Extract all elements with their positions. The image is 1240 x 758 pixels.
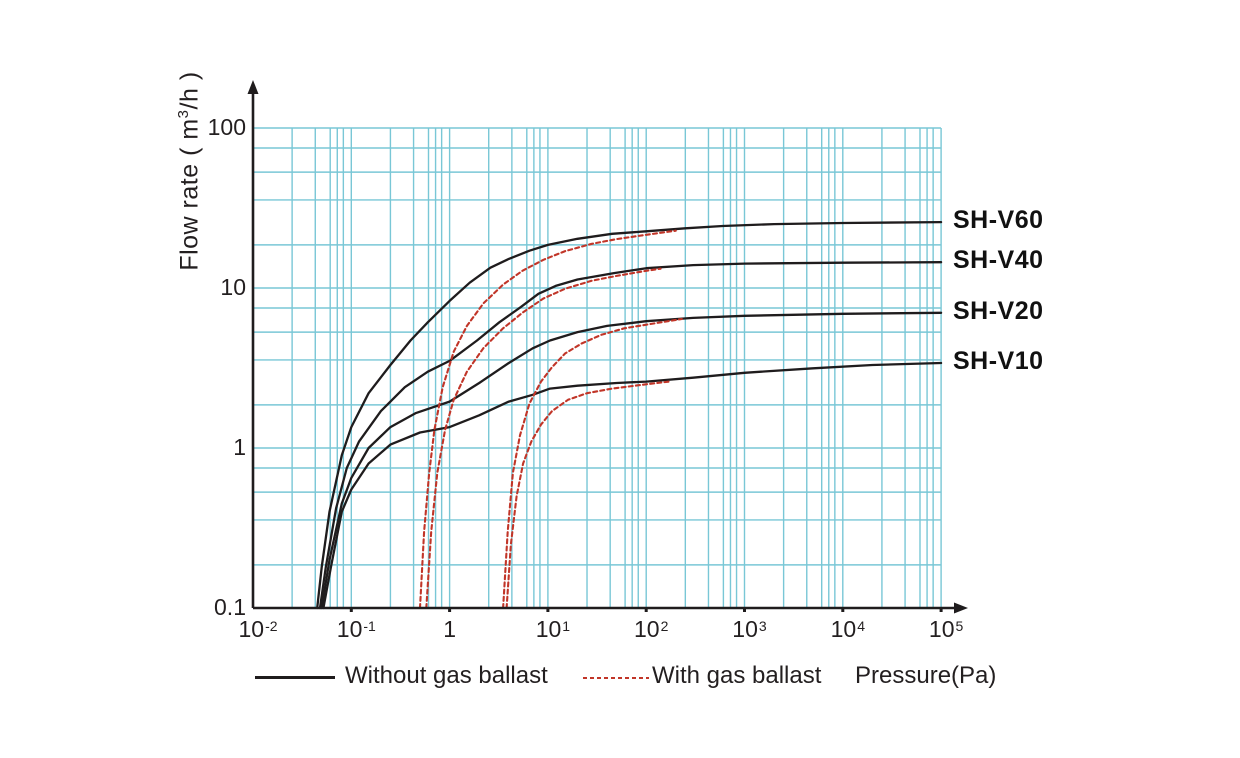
curve-sh-v10-gas-ballast xyxy=(505,380,670,610)
legend-label-without-gas-ballast: Without gas ballast xyxy=(345,662,548,689)
curve-sh-v10 xyxy=(322,361,943,610)
x-tick-label-10-2: 10-2 xyxy=(238,616,278,642)
x-tick-label-101: 101 xyxy=(535,616,571,642)
x-tick-label-104: 104 xyxy=(830,616,865,642)
curve-sh-v20-gas-ballast xyxy=(502,317,683,610)
x-axis-arrow-icon xyxy=(954,602,968,614)
y-tick-label-100: 100 xyxy=(207,114,246,140)
x-axis-tick-mark xyxy=(644,607,648,612)
y-tick-label-10: 10 xyxy=(220,274,246,300)
x-axis-tick-mark xyxy=(546,607,550,612)
y-axis-title-unit: /h ) xyxy=(175,71,204,110)
x-axis-tick-mark xyxy=(939,607,943,612)
y-tick-label-1: 1 xyxy=(233,434,246,460)
x-tick-label-105: 105 xyxy=(928,616,964,642)
curve-label-sh-v40: SH-V40 xyxy=(953,246,1044,275)
x-axis-tick-mark xyxy=(743,607,746,612)
curve-sh-v40-gas-ballast xyxy=(425,267,662,610)
x-tick-label-103: 103 xyxy=(732,616,767,642)
x-axis-title: Pressure(Pa) xyxy=(855,662,997,689)
curve-sh-v60-gas-ballast xyxy=(418,229,677,610)
curve-label-sh-v20: SH-V20 xyxy=(953,296,1044,325)
x-tick-label-1: 1 xyxy=(443,616,456,642)
legend-label-with-gas-ballast: With gas ballast xyxy=(652,662,822,689)
x-tick-label-10-1: 10-1 xyxy=(336,616,376,642)
legend-dashed-line-swatch xyxy=(583,677,649,679)
y-axis-title-text: Flow rate ( m xyxy=(175,118,204,271)
y-axis-arrow-icon xyxy=(247,80,259,94)
curve-label-sh-v60: SH-V60 xyxy=(953,206,1044,235)
curve-sh-v40 xyxy=(318,261,943,610)
x-axis-tick-mark xyxy=(841,607,845,612)
legend: Without gas ballast With gas ballast Pre… xyxy=(0,660,1240,700)
curve-label-sh-v10: SH-V10 xyxy=(953,346,1044,375)
legend-solid-line-swatch xyxy=(255,676,335,679)
curve-sh-v60 xyxy=(316,220,943,610)
curve-sh-v20 xyxy=(320,311,943,610)
y-tick-label-0.1: 0.1 xyxy=(214,594,246,620)
y-axis-title: Flow rate ( m3/h ) xyxy=(175,0,205,371)
x-axis-tick-mark xyxy=(349,607,353,612)
x-axis-tick-mark xyxy=(448,607,452,612)
x-tick-label-102: 102 xyxy=(633,616,669,642)
